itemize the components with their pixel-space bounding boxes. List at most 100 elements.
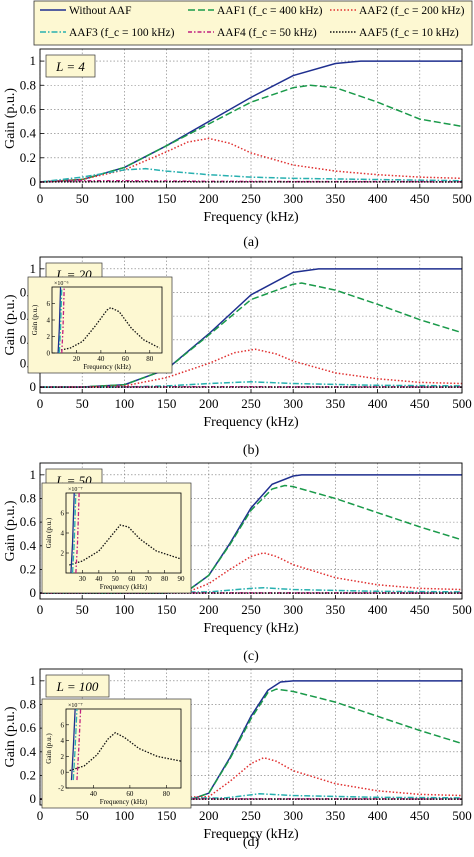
inset-series-line	[72, 708, 78, 781]
inset-x-axis-label: Frequency (kHz)	[83, 363, 131, 371]
x-tick-label: 500	[452, 808, 472, 823]
x-tick-label: 200	[199, 602, 219, 617]
inset-x-tick-label: 30	[79, 575, 87, 583]
legend-label: AAF1 (f_c = 400 kHz)	[217, 5, 323, 17]
inset-y-tick-label: 0	[61, 769, 65, 777]
inset-series-line	[58, 286, 63, 354]
x-tick-label: 400	[368, 191, 388, 206]
x-tick-label: 0	[37, 396, 44, 411]
series-line	[39, 756, 463, 800]
x-tick-label: 150	[157, 602, 177, 617]
x-tick-label: 250	[241, 602, 261, 617]
inset-y-tick-label: 4	[47, 317, 51, 325]
inset-x-tick-label: 70	[145, 575, 153, 583]
inset-x-tick-label: 40	[97, 355, 105, 363]
inset-scale-label: ×10⁻⁶	[54, 281, 69, 287]
x-tick-label: 250	[241, 191, 261, 206]
x-tick-label: 250	[241, 396, 261, 411]
inset-series-line	[57, 286, 62, 354]
legend-label: AAF3 (f_c = 100 kHz)	[69, 27, 175, 39]
series-line	[40, 484, 463, 594]
inset-x-tick-label: 60	[128, 575, 136, 583]
inset-y-axis-label: Gain (p.u.)	[31, 304, 39, 335]
inset-y-tick-label: 4	[61, 530, 65, 538]
x-tick-label: 150	[157, 808, 177, 823]
inset-x-tick-label: 60	[126, 790, 134, 798]
series-line	[40, 688, 463, 800]
inset-x-tick-label: 50	[112, 575, 120, 583]
inset-x-tick-label: 40	[90, 790, 98, 798]
inset-scale-label: ×10⁻⁷	[68, 487, 83, 493]
inset-chart: 30 40 50 60 70 80 90 2 4 6 Frequency (kHz) Gain (p.…	[41, 482, 192, 594]
y-tick-label: 1	[30, 53, 37, 68]
x-tick-label: 100	[115, 602, 135, 617]
x-tick-label: 150	[157, 396, 177, 411]
inset-y-tick-label: 2	[61, 753, 65, 761]
inset-series-line	[70, 492, 75, 574]
x-tick-label: 200	[199, 396, 219, 411]
y-tick-label: 0	[30, 585, 37, 600]
inset-x-tick-label: 20	[73, 355, 81, 363]
x-tick-label: 100	[115, 396, 135, 411]
x-tick-label: 350	[326, 191, 346, 206]
series-line	[39, 587, 463, 594]
x-tick-label: 300	[283, 602, 303, 617]
inset-frame	[51, 286, 163, 354]
panel-label: (d)	[243, 835, 260, 850]
x-axis-label: Frequency (kHz)	[203, 827, 299, 842]
annotation-label: L = 100	[56, 679, 99, 694]
inset-series-line	[69, 524, 182, 566]
inset-x-tick-label: 80	[161, 575, 169, 583]
x-axis-label: Frequency (kHz)	[203, 415, 299, 430]
x-tick-label: 450	[410, 808, 430, 823]
inset-y-tick-label: 0	[47, 350, 51, 358]
inset-series-line	[75, 492, 80, 574]
series-line	[39, 381, 463, 388]
inset-x-tick-label: 80	[163, 790, 171, 798]
x-tick-label: 100	[115, 808, 135, 823]
panel-label: (b)	[243, 443, 260, 458]
y-tick-label: 0.4	[20, 126, 37, 141]
inset-y-tick-label: 6	[61, 721, 65, 729]
x-tick-label: 400	[368, 808, 388, 823]
y-tick-label: 0.6	[20, 101, 37, 116]
inset-x-axis-label: Frequency (kHz)	[100, 583, 148, 591]
inset-x-tick-label: 90	[178, 575, 186, 583]
x-tick-label: 150	[157, 191, 177, 206]
x-axis-label: Frequency (kHz)	[203, 621, 299, 636]
x-tick-label: 50	[76, 602, 89, 617]
panels: 0 50 100 150 200 250 300 350 400 450 50000.20.40.6…	[3, 48, 472, 850]
inset-x-tick-label: 40	[95, 575, 103, 583]
x-tick-label: 0	[37, 191, 44, 206]
series-line	[39, 793, 463, 800]
legend-box	[33, 0, 473, 46]
x-tick-label: 250	[241, 808, 261, 823]
inset-chart: 40 60 80 -2 0 2 4 6 Frequency (kHz) Gain (p.u.) ×1…	[41, 698, 192, 809]
y-tick-label: 0.2	[20, 767, 36, 782]
series-line	[39, 167, 463, 183]
inset-scale-label: ×10⁻⁷	[68, 703, 83, 709]
x-tick-label: 450	[410, 191, 430, 206]
x-tick-label: 50	[76, 808, 89, 823]
x-tick-label: 450	[410, 602, 430, 617]
inset-chart: 20 40 60 80 0 2 4 6 Frequency (kHz) Gain (p.u.) ×1…	[27, 276, 173, 374]
x-tick-label: 500	[452, 602, 472, 617]
legend-label: AAF2 (f_c = 200 kHz)	[359, 5, 465, 17]
y-tick-label: 0.6	[20, 514, 37, 529]
y-axis-label: Gain (p.u.)	[3, 706, 18, 767]
y-tick-label: 0.8	[20, 77, 36, 92]
y-tick-label: 0	[30, 379, 37, 394]
x-tick-label: 300	[283, 808, 303, 823]
x-tick-label: 400	[368, 602, 388, 617]
x-tick-label: 500	[452, 396, 472, 411]
x-tick-label: 400	[368, 396, 388, 411]
inset-series-line	[57, 306, 160, 352]
x-tick-label: 450	[410, 396, 430, 411]
y-axis-label: Gain (p.u.)	[3, 294, 18, 355]
inset-series-line	[69, 731, 182, 772]
y-tick-label: 0	[30, 791, 37, 806]
